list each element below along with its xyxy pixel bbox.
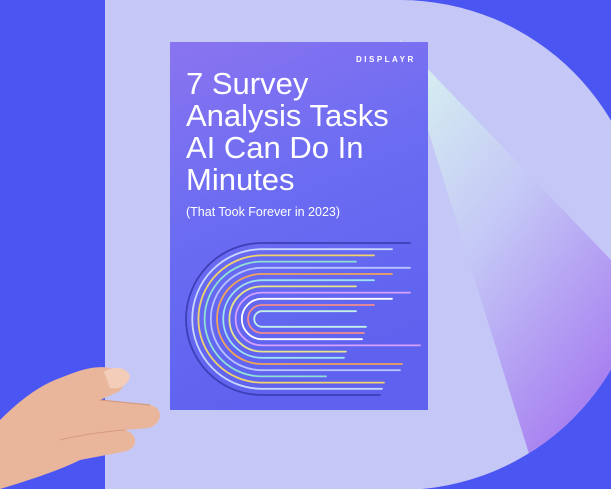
logo: DISPLAYR xyxy=(356,55,416,64)
arc-line xyxy=(247,304,375,334)
title-line: AI Can Do In xyxy=(186,130,363,165)
arc-line xyxy=(185,242,411,396)
arc-line xyxy=(191,248,393,390)
hand xyxy=(0,367,160,489)
title-line: Analysis Tasks xyxy=(186,98,389,133)
light-wedge xyxy=(400,40,611,489)
arc-line xyxy=(203,260,357,378)
subtitle: (That Took Forever in 2023) xyxy=(186,205,340,219)
arc-line xyxy=(197,254,385,384)
arc-graphic xyxy=(185,242,421,396)
title-line: Minutes xyxy=(186,162,295,197)
arc-line xyxy=(240,297,393,341)
arc-line xyxy=(234,291,421,347)
arc-line xyxy=(253,310,367,328)
title-line: 7 Survey xyxy=(186,66,309,101)
arc-line xyxy=(228,285,357,353)
arc-line xyxy=(216,273,403,365)
arc-line xyxy=(209,266,411,372)
arc-line xyxy=(222,279,375,359)
